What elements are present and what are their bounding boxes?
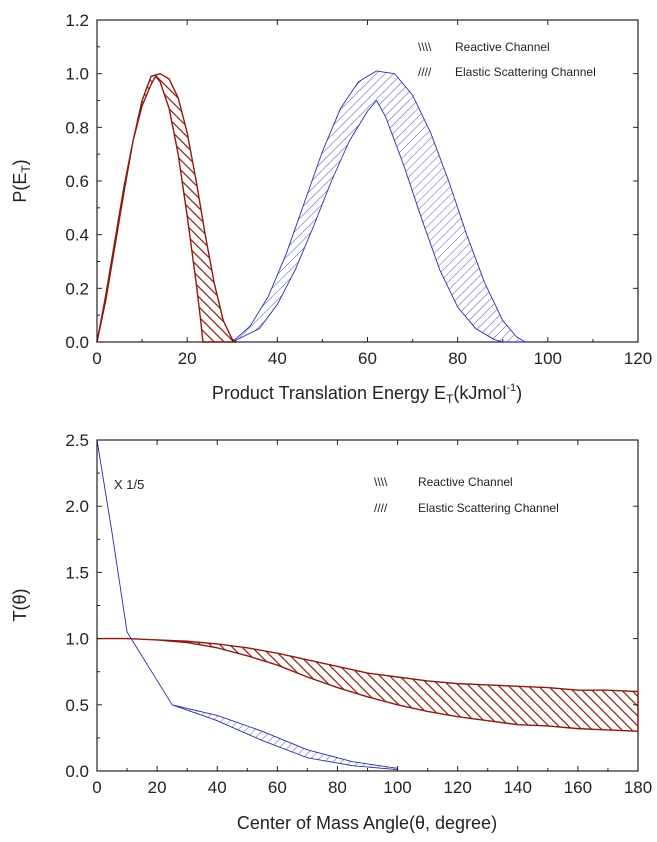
c1-y-tick-label: 0.2 <box>65 279 89 298</box>
c1-y-tick-label: 0.8 <box>65 118 89 137</box>
chart1-y-axis-title: P(ET) <box>10 159 33 202</box>
chart1-legend-symbol-reactive: \\\\ <box>418 40 432 54</box>
chart1-legend-item-reactive: \\\\ Reactive Channel <box>418 40 550 54</box>
c2-band-reactive <box>96 637 639 732</box>
chart2-legend-label-elastic: Elastic Scattering Channel <box>418 501 559 515</box>
chart2-legend: \\\\ Reactive Channel //// Elastic Scatt… <box>374 475 559 515</box>
chart1-legend-item-elastic: //// Elastic Scattering Channel <box>418 65 596 79</box>
chart2-marks <box>96 439 639 771</box>
c1-x-tick-label: 40 <box>268 349 287 368</box>
chart2-legend-item-reactive: \\\\ Reactive Channel <box>374 475 513 489</box>
chart1-legend: \\\\ Reactive Channel //// Elastic Scatt… <box>418 40 596 79</box>
chart1-legend-symbol-elastic: //// <box>418 65 432 79</box>
c2-y-tick-label: 1.0 <box>65 630 89 649</box>
c2-y-tick-label: 0.0 <box>65 762 89 781</box>
chart2-legend-symbol-elastic: //// <box>374 501 388 515</box>
c1-x-tick-label: 0 <box>92 349 101 368</box>
chart2-legend-item-elastic: //// Elastic Scattering Channel <box>374 501 559 515</box>
chart-angular-distribution: 0 20 40 60 80 100 120 140 160 180 0.0 0.5 1.0 1.5 2.0… <box>10 431 652 833</box>
c2-x-tick-label: 20 <box>148 778 167 797</box>
c2-y-tick-label: 1.5 <box>65 563 89 582</box>
c1-x-tick-label: 20 <box>178 349 197 368</box>
chart1-y-ticks: 0.0 0.2 0.4 0.6 0.8 1.0 1.2 <box>65 11 638 352</box>
chart1-x-ticks: 0 20 40 60 80 100 120 <box>92 20 652 368</box>
c1-band-elastic <box>231 70 526 343</box>
c1-x-tick-label: 120 <box>624 349 652 368</box>
c1-x-tick-label: 100 <box>534 349 562 368</box>
chart1-marks <box>96 70 526 343</box>
c2-x-tick-label: 0 <box>92 778 101 797</box>
c1-y-tick-label: 0.6 <box>65 172 89 191</box>
c2-y-tick-label: 0.5 <box>65 696 89 715</box>
c2-x-tick-label: 60 <box>268 778 287 797</box>
c1-y-tick-label: 0.0 <box>65 333 89 352</box>
chart1-legend-label-reactive: Reactive Channel <box>455 40 550 54</box>
chart2-y-axis-title: T(θ) <box>10 589 30 622</box>
c2-x-tick-label: 40 <box>208 778 227 797</box>
c2-y-tick-label: 2.0 <box>65 497 89 516</box>
chart2-y-ticks: 0.0 0.5 1.0 1.5 2.0 2.5 <box>65 431 638 781</box>
c1-y-tick-label: 0.4 <box>65 226 89 245</box>
c2-x-tick-label: 100 <box>383 778 411 797</box>
chart1-legend-label-elastic: Elastic Scattering Channel <box>455 65 596 79</box>
c1-band-reactive <box>96 72 238 343</box>
c2-x-tick-label: 120 <box>443 778 471 797</box>
chart-product-energy: 0 20 40 60 80 100 120 0.0 0.2 0.4 0.6 0.8 1.0 1.2 Pr… <box>10 11 652 406</box>
c1-x-tick-label: 60 <box>358 349 377 368</box>
c2-x-tick-label: 140 <box>504 778 532 797</box>
chart2-x-axis-title: Center of Mass Angle(θ, degree) <box>237 813 497 833</box>
c2-x-tick-label: 160 <box>564 778 592 797</box>
c1-x-tick-label: 80 <box>448 349 467 368</box>
c2-x-tick-label: 180 <box>624 778 652 797</box>
c1-y-tick-label: 1.0 <box>65 65 89 84</box>
chart2-annotation: X 1/5 <box>114 477 144 492</box>
c2-x-tick-label: 80 <box>328 778 347 797</box>
chart2-legend-symbol-reactive: \\\\ <box>374 475 388 489</box>
chart2-x-ticks: 0 20 40 60 80 100 120 140 160 180 <box>92 440 652 797</box>
chart2-legend-label-reactive: Reactive Channel <box>418 475 513 489</box>
chart1-x-axis-title: Product Translation Energy ET(kJmol-1) <box>212 382 522 406</box>
c1-y-tick-label: 1.2 <box>65 11 89 30</box>
c2-y-tick-label: 2.5 <box>65 431 89 450</box>
